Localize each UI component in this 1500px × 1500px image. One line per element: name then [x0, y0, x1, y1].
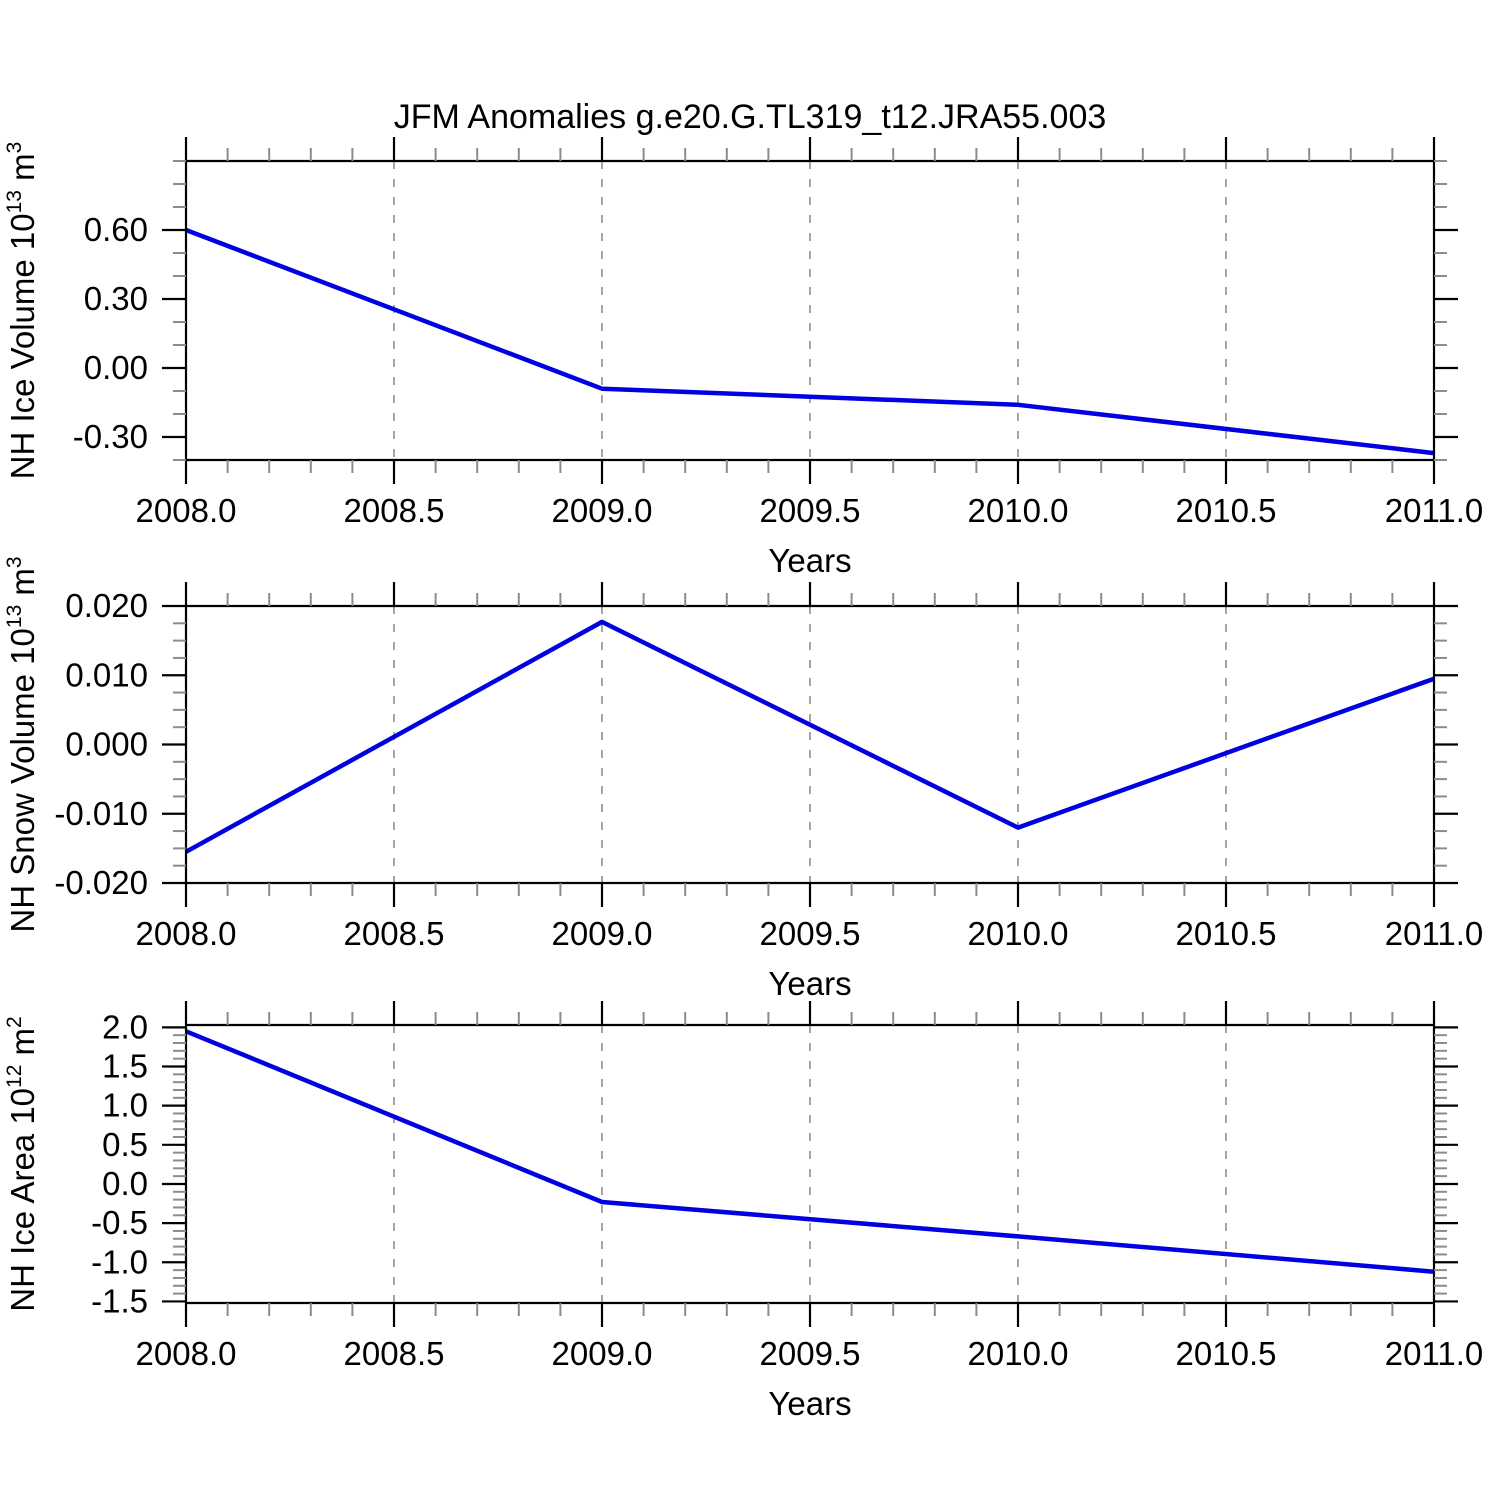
y-tick-label: -0.020 [54, 864, 148, 901]
y-axis-title-exponent: 12 [3, 1065, 26, 1088]
x-tick-label: 2008.5 [344, 1335, 445, 1372]
x-tick-label: 2008.0 [136, 492, 237, 529]
chart-title: JFM Anomalies g.e20.G.TL319_t12.JRA55.00… [394, 98, 1107, 136]
y-tick-label: 2.0 [102, 1008, 148, 1045]
panel-nh-snow-volume: 2008.0 2008.5 2009.0 2009.5 2010.0 2010.5 2011… [3, 556, 1483, 1002]
x-axis-title: Years [768, 965, 851, 1002]
x-tick-label: 2009.0 [552, 915, 653, 952]
y-axis-title-text: NH Snow Volume 10 [4, 628, 41, 933]
y-tick-label: 0.30 [84, 280, 148, 317]
x-tick-label: 2010.5 [1176, 915, 1277, 952]
panel-nh-ice-area: 2008.0 2008.5 2009.0 2009.5 2010.0 2010.5 2011… [3, 1001, 1483, 1422]
x-tick-label: 2009.5 [760, 492, 861, 529]
x-tick-label: 2010.0 [968, 1335, 1069, 1372]
y-tick-label: 1.5 [102, 1048, 148, 1085]
x-tick-label: 2009.5 [760, 1335, 861, 1372]
y-axis-title-unit-exponent: 3 [3, 556, 26, 568]
y-axis-title-unit: m [4, 568, 41, 605]
x-tick-label: 2010.0 [968, 915, 1069, 952]
x-axis-title: Years [768, 1385, 851, 1422]
data-line-nh-ice-area [185, 1029, 1435, 1274]
x-tick-label: 2010.5 [1176, 1335, 1277, 1372]
data-line-nh-snow-volume [184, 619, 1435, 854]
y-axis-title: NH Ice Area 1012 m2 [3, 1016, 41, 1312]
y-tick-label: 1.0 [102, 1087, 148, 1124]
y-tick-label: -0.30 [73, 418, 148, 455]
y-tick-label: 0.0 [102, 1165, 148, 1202]
x-tick-label: 2010.5 [1176, 492, 1277, 529]
x-tick-label: 2008.5 [344, 492, 445, 529]
y-tick-label: -1.5 [91, 1282, 148, 1319]
x-tick-label: 2009.0 [552, 492, 653, 529]
y-axis-title-text: NH Ice Volume 10 [4, 213, 41, 479]
y-axis-title-unit: m [4, 1028, 41, 1065]
x-tick-label: 2008.0 [136, 1335, 237, 1372]
y-tick-label: -0.5 [91, 1204, 148, 1241]
y-axis-title-text: NH Ice Area 10 [4, 1088, 41, 1312]
y-tick-label: 0.000 [65, 726, 148, 763]
panel-nh-ice-volume: 2008.0 2008.5 2009.0 2009.5 2010.0 2010.5 2011… [3, 137, 1483, 579]
y-axis-title-exponent: 13 [3, 605, 26, 628]
x-tick-label: 2010.0 [968, 492, 1069, 529]
data-line-nh-ice-volume [185, 227, 1435, 456]
x-tick-label: 2011.0 [1385, 915, 1483, 952]
x-tick-label: 2011.0 [1385, 492, 1483, 529]
y-tick-label: 0.020 [65, 587, 148, 624]
y-axis-title-unit: m [4, 153, 41, 190]
x-tick-label: 2011.0 [1385, 1335, 1483, 1372]
y-tick-label: -1.0 [91, 1243, 148, 1280]
y-tick-label: 0.60 [84, 211, 148, 248]
y-tick-label: 0.5 [102, 1126, 148, 1163]
y-axis-title-exponent: 13 [3, 190, 26, 213]
x-tick-label: 2008.5 [344, 915, 445, 952]
y-tick-label: 0.010 [65, 656, 148, 693]
x-tick-label: 2009.0 [552, 1335, 653, 1372]
y-axis-title: NH Ice Volume 1013 m3 [3, 142, 41, 480]
y-tick-label: -0.010 [54, 795, 148, 832]
y-axis-title-unit-exponent: 3 [3, 142, 26, 154]
y-axis-title: NH Snow Volume 1013 m3 [3, 556, 41, 932]
x-tick-label: 2008.0 [136, 915, 237, 952]
x-axis-title: Years [768, 542, 851, 579]
y-tick-label: 0.00 [84, 349, 148, 386]
x-tick-label: 2009.5 [760, 915, 861, 952]
y-axis-title-unit-exponent: 2 [3, 1016, 26, 1028]
